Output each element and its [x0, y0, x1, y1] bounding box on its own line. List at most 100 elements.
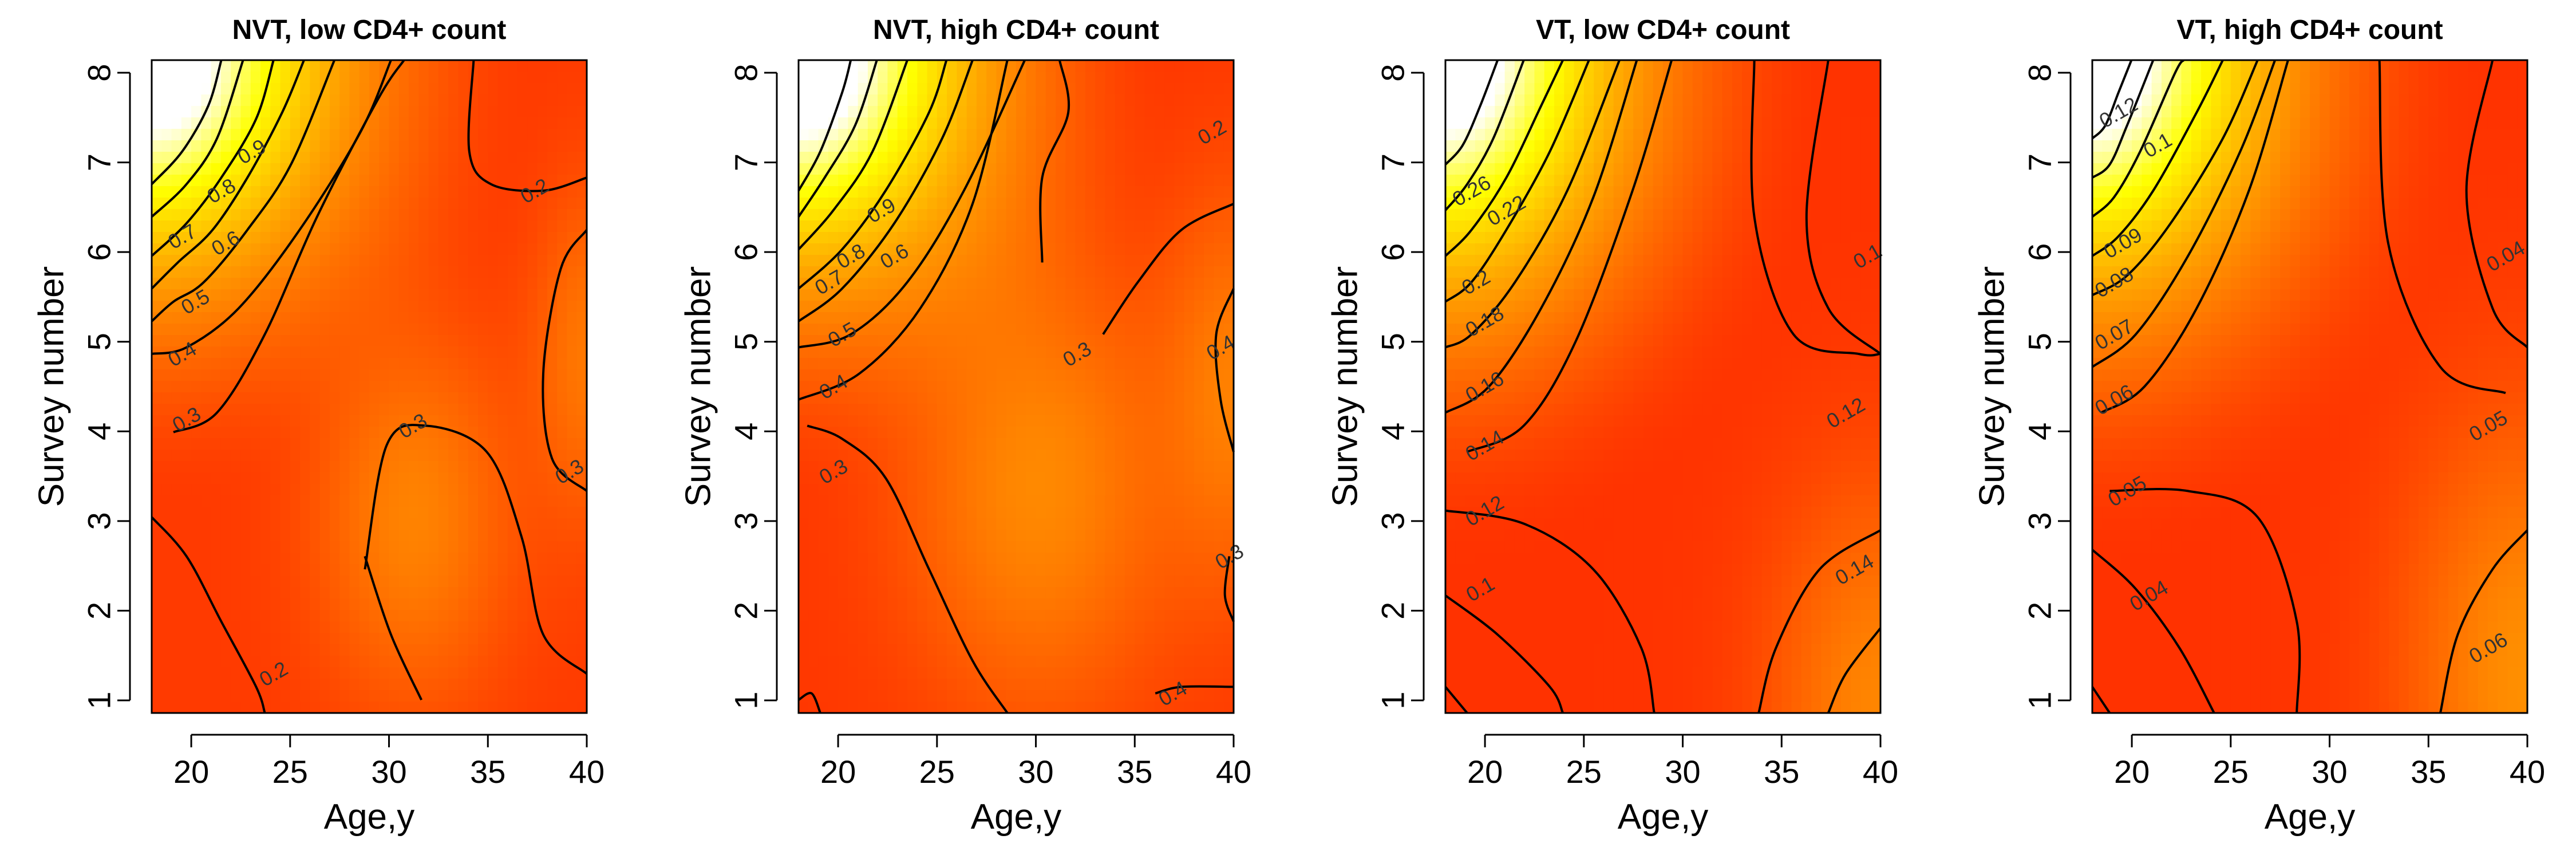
heatmap-cell — [1144, 186, 1155, 198]
heatmap-cell — [828, 507, 839, 519]
heatmap-cell — [1006, 220, 1017, 233]
heatmap-cell — [1115, 667, 1125, 679]
heatmap-cell — [349, 610, 360, 622]
heatmap-cell — [349, 198, 360, 210]
heatmap-cell — [917, 335, 928, 347]
heatmap-cell — [201, 633, 212, 645]
heatmap-cell — [339, 702, 350, 714]
heatmap-cell — [161, 381, 172, 393]
heatmap-cell — [1125, 507, 1136, 519]
heatmap-cell — [329, 152, 340, 164]
heatmap-cell — [1194, 392, 1204, 404]
heatmap-cell — [1056, 633, 1066, 645]
heatmap-cell — [300, 335, 311, 347]
heatmap-cell — [1045, 381, 1056, 393]
heatmap-cell — [799, 358, 809, 370]
heatmap-cell — [1105, 621, 1116, 633]
heatmap-cell — [1105, 587, 1116, 599]
heatmap-cell — [1085, 450, 1096, 462]
heatmap-cell — [1045, 346, 1056, 358]
heatmap-cell — [181, 369, 192, 381]
heatmap-cell — [996, 289, 1007, 301]
heatmap-cell — [389, 587, 400, 599]
heatmap-cell — [1144, 209, 1155, 221]
heatmap-cell — [1184, 106, 1195, 118]
heatmap-cell — [1164, 358, 1175, 370]
heatmap-cell — [976, 404, 987, 416]
heatmap-cell — [231, 438, 242, 450]
heatmap-cell — [250, 186, 261, 198]
heatmap-cell — [878, 518, 888, 530]
heatmap-cell — [260, 152, 271, 164]
heatmap-cell — [1214, 186, 1224, 198]
heatmap-cell — [537, 175, 548, 187]
heatmap-cell — [507, 324, 518, 336]
heatmap-cell — [497, 232, 508, 244]
heatmap-cell — [359, 427, 370, 439]
heatmap-cell — [152, 610, 163, 622]
heatmap-cell — [260, 518, 271, 530]
heatmap-cell — [1204, 175, 1215, 187]
heatmap-cell — [398, 484, 409, 496]
heatmap-cell — [1016, 541, 1027, 553]
heatmap-cell — [576, 644, 587, 656]
heatmap-cell — [389, 495, 400, 507]
heatmap-cell — [201, 255, 212, 267]
heatmap-cell — [448, 541, 459, 553]
heatmap-cell — [947, 175, 958, 187]
heatmap-cell — [379, 702, 390, 714]
heatmap-cell — [966, 667, 977, 679]
heatmap-cell — [1144, 610, 1155, 622]
heatmap-cell — [828, 621, 839, 633]
heatmap-cell — [1016, 346, 1027, 358]
heatmap-cell — [1075, 301, 1086, 313]
heatmap-cell — [527, 358, 538, 370]
heatmap-cell — [181, 60, 192, 72]
heatmap-cell — [1006, 564, 1017, 576]
heatmap-cell — [567, 587, 578, 599]
heatmap-cell — [537, 553, 548, 565]
heatmap-cell — [557, 117, 568, 129]
heatmap-cell — [907, 427, 918, 439]
heatmap-cell — [448, 140, 459, 152]
heatmap-cell — [171, 438, 182, 450]
heatmap-cell — [848, 472, 859, 484]
heatmap-cell — [468, 266, 479, 278]
heatmap-cell — [300, 312, 311, 324]
heatmap-cell — [1085, 140, 1096, 152]
heatmap-cell — [428, 324, 439, 336]
heatmap-cell — [1144, 106, 1155, 118]
heatmap-cell — [1085, 175, 1096, 187]
heatmap-cell — [1194, 198, 1204, 210]
heatmap-cell — [858, 312, 868, 324]
heatmap-cell — [1105, 186, 1116, 198]
heatmap-cell — [1065, 450, 1076, 462]
heatmap-cell — [319, 152, 330, 164]
heatmap-cell — [428, 461, 439, 473]
heatmap-cell — [329, 94, 340, 107]
heatmap-cell — [907, 404, 918, 416]
heatmap-cell — [537, 587, 548, 599]
heatmap-cell — [507, 312, 518, 324]
heatmap-cell — [1135, 564, 1145, 576]
heatmap-cell — [478, 198, 489, 210]
heatmap-cell — [1095, 106, 1106, 118]
heatmap-cell — [1026, 576, 1037, 588]
heatmap-cell — [848, 381, 859, 393]
heatmap-cell — [1125, 346, 1136, 358]
heatmap-cell — [1006, 140, 1017, 152]
heatmap-cell — [1115, 60, 1125, 72]
heatmap-cell — [329, 301, 340, 313]
heatmap-cell — [828, 598, 839, 610]
heatmap-cell — [517, 518, 528, 530]
heatmap-cell — [1144, 450, 1155, 462]
heatmap-cell — [428, 633, 439, 645]
heatmap-cell — [181, 530, 192, 542]
heatmap-cell — [576, 518, 587, 530]
heatmap-cell — [917, 633, 928, 645]
heatmap-cell — [1184, 564, 1195, 576]
heatmap-cell — [799, 598, 809, 610]
heatmap-cell — [557, 324, 568, 336]
heatmap-cell — [290, 163, 301, 175]
heatmap-cell — [799, 140, 809, 152]
